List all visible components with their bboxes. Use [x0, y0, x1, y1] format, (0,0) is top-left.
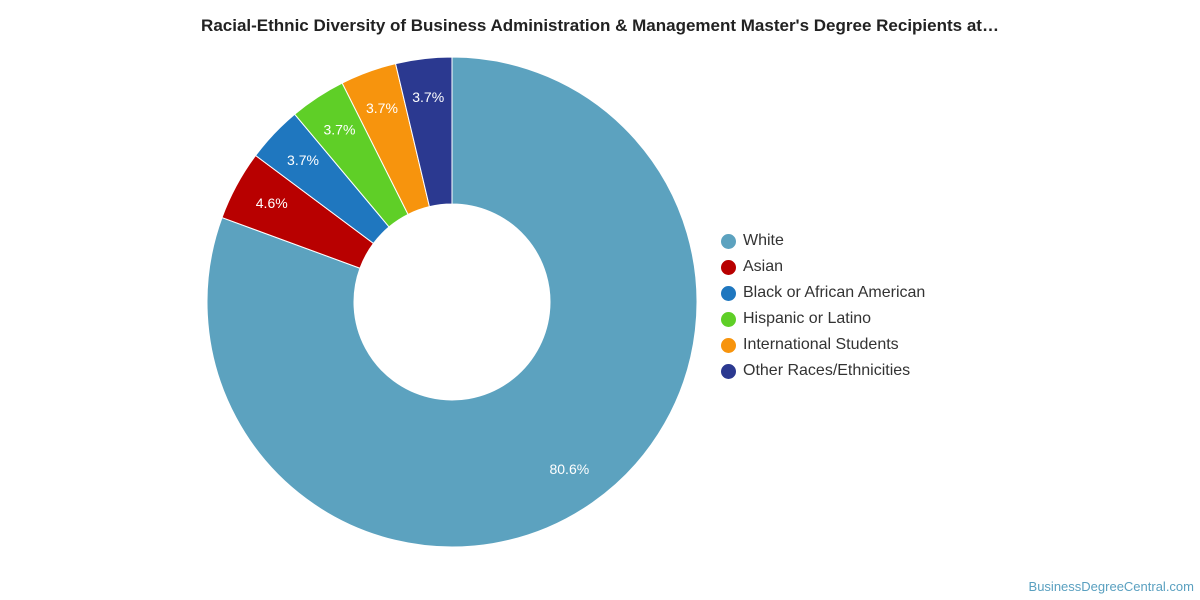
legend-label: International Students	[743, 336, 899, 353]
data-label-asian: 4.6%	[256, 195, 288, 211]
data-labels-group: 80.6%4.6%3.7%3.7%3.7%3.7%	[256, 89, 589, 477]
data-label-hispanic-or-latino: 3.7%	[323, 121, 355, 137]
legend-item-black-or-african-american[interactable]: Black or African American	[721, 280, 925, 306]
legend-label: Hispanic or Latino	[743, 310, 872, 327]
slice-other-races-ethnicities[interactable]	[394, 56, 453, 208]
legend-item-white[interactable]: White	[721, 228, 925, 254]
legend-label: Asian	[743, 258, 784, 275]
legend-swatch	[721, 259, 736, 275]
slices-group	[206, 56, 698, 548]
legend-label: Other Races/Ethnicities	[743, 362, 911, 379]
legend-label: White	[743, 232, 784, 249]
data-label-international-students: 3.7%	[366, 100, 398, 116]
legend-item-asian[interactable]: Asian	[721, 254, 925, 280]
data-label-other-races-ethnicities: 3.7%	[412, 89, 444, 105]
legend-item-hispanic-or-latino[interactable]: Hispanic or Latino	[721, 306, 925, 332]
legend-swatch	[721, 337, 736, 353]
source-credit[interactable]: BusinessDegreeCentral.com	[1028, 579, 1194, 594]
legend-item-international-students[interactable]: International Students	[721, 332, 925, 358]
data-label-white: 80.6%	[549, 461, 589, 477]
legend-swatch	[721, 285, 736, 301]
chart-title: Racial-Ethnic Diversity of Business Admi…	[201, 16, 999, 35]
legend-label: Black or African American	[743, 284, 926, 301]
legend-swatch	[721, 233, 736, 249]
legend-item-other-races-ethnicities[interactable]: Other Races/Ethnicities	[721, 358, 925, 384]
slice-white[interactable]	[206, 56, 698, 548]
legend-swatch	[721, 363, 736, 379]
legend-swatch	[721, 311, 736, 327]
data-label-black-or-african-american: 3.7%	[287, 152, 319, 168]
legend: White Asian Black or African American Hispa…	[721, 228, 925, 384]
